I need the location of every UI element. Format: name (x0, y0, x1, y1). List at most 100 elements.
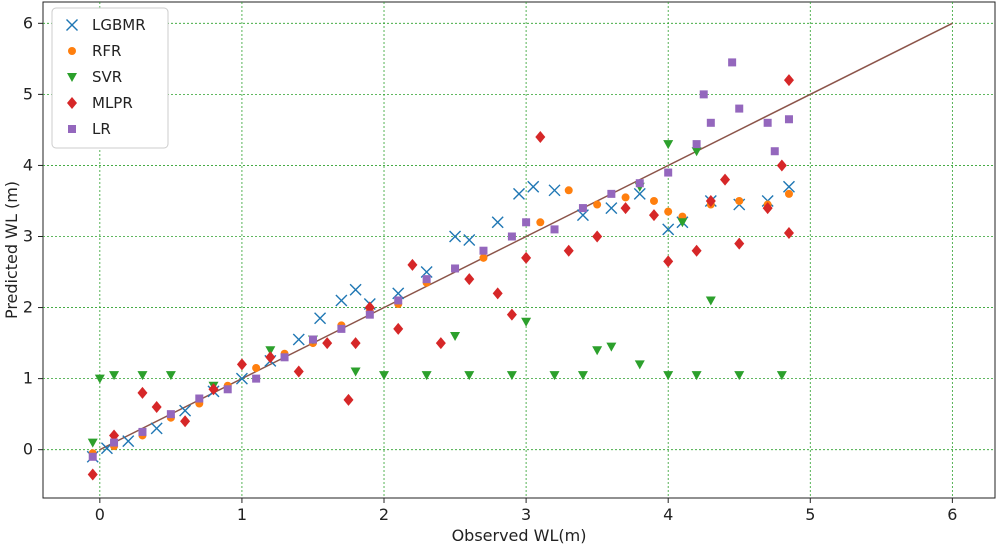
y-axis-label: Predicted WL (m) (2, 181, 21, 319)
data-point-svr (606, 342, 617, 352)
data-point-lgbmr (527, 180, 540, 193)
data-point-lgbmr (463, 234, 476, 247)
data-point-mlpr (648, 209, 659, 222)
y-tick-label: 1 (23, 369, 33, 388)
legend-marker-rfr (68, 47, 76, 55)
x-axis-label: Observed WL(m) (452, 526, 587, 545)
plot-area (42, 1, 996, 499)
data-point-svr (137, 371, 148, 381)
legend: LGBMR RFR SVR MLPR LR (51, 7, 169, 149)
data-point-mlpr (407, 258, 418, 271)
legend-box (51, 7, 169, 149)
data-points (86, 58, 795, 481)
y-tick-label: 2 (23, 298, 33, 317)
data-point-svr (691, 147, 702, 157)
data-point-lr (138, 427, 147, 436)
data-point-lr (451, 264, 460, 273)
data-point-lr (394, 296, 403, 305)
data-point-mlpr (435, 337, 446, 350)
data-point-lr (728, 58, 737, 67)
legend-marker-lr (68, 125, 76, 133)
data-point-mlpr (762, 202, 773, 215)
data-point-lr (252, 374, 261, 383)
data-point-rfr (536, 218, 545, 227)
data-point-lgbmr (449, 230, 462, 243)
data-point-mlpr (734, 237, 745, 250)
data-point-lgbmr (314, 312, 327, 325)
data-point-mlpr (720, 173, 731, 186)
series-lr (88, 58, 793, 461)
series-mlpr (87, 74, 794, 481)
data-point-lr (770, 147, 779, 156)
data-point-mlpr (208, 383, 219, 396)
data-point-rfr (649, 196, 658, 205)
series-lgbmr (86, 180, 795, 463)
data-point-rfr (564, 186, 573, 195)
data-point-lgbmr (179, 404, 192, 417)
data-point-mlpr (705, 194, 716, 207)
data-point-svr (663, 371, 674, 381)
data-point-lr (365, 310, 374, 319)
y-axis-ticks: 0 1 2 3 4 5 6 (23, 13, 43, 459)
data-point-lr (550, 225, 559, 234)
data-point-lr (635, 179, 644, 188)
data-point-lr (110, 438, 119, 447)
data-point-lr (308, 335, 317, 344)
data-point-rfr (593, 200, 602, 209)
data-point-lr (784, 115, 793, 124)
data-point-mlpr (293, 365, 304, 378)
data-point-svr (421, 371, 432, 381)
x-tick-label: 6 (947, 505, 957, 524)
grid-lines (43, 2, 995, 498)
data-point-rfr (735, 196, 744, 205)
data-point-lr (578, 204, 587, 213)
data-point-lr (223, 385, 232, 394)
legend-marker-lgbmr (66, 19, 78, 31)
y-tick-label: 5 (23, 84, 33, 103)
data-point-mlpr (535, 131, 546, 144)
legend-marker-mlpr (67, 97, 77, 109)
legend-label-lgbmr: LGBMR (92, 16, 146, 34)
data-point-lgbmr (782, 180, 795, 193)
data-point-lgbmr (513, 187, 525, 200)
data-point-lr (522, 218, 531, 227)
data-point-mlpr (592, 230, 603, 243)
data-point-mlpr (663, 255, 674, 268)
data-point-svr (776, 371, 787, 381)
data-point-mlpr (492, 287, 503, 300)
x-tick-label: 3 (521, 505, 531, 524)
legend-label-rfr: RFR (92, 42, 121, 60)
data-point-mlpr (151, 401, 162, 414)
data-point-lgbmr (122, 435, 135, 448)
x-axis-ticks: 0 1 2 3 4 5 6 (95, 498, 957, 524)
data-point-mlpr (236, 358, 247, 371)
data-point-lgbmr (633, 187, 646, 200)
data-point-mlpr (393, 322, 404, 335)
data-point-lr (195, 394, 204, 403)
data-point-svr (94, 374, 105, 384)
data-point-mlpr (137, 386, 148, 399)
y-tick-label: 6 (23, 13, 33, 32)
data-point-lr (735, 104, 744, 113)
data-point-lr (166, 410, 175, 419)
data-point-lgbmr (335, 294, 348, 307)
y-tick-label: 0 (23, 440, 33, 459)
data-point-mlpr (783, 74, 794, 87)
data-point-svr (464, 371, 475, 381)
data-point-lgbmr (150, 422, 163, 435)
data-point-rfr (664, 207, 673, 216)
data-point-mlpr (265, 351, 276, 364)
data-point-svr (165, 371, 176, 381)
data-point-mlpr (364, 301, 375, 314)
series-svr (87, 140, 787, 448)
legend-label-mlpr: MLPR (92, 94, 133, 112)
data-point-svr (521, 317, 532, 327)
data-point-lr (479, 246, 488, 255)
data-point-rfr (784, 189, 793, 198)
legend-marker-svr (67, 73, 77, 82)
data-point-mlpr (343, 393, 354, 406)
data-point-lgbmr (605, 202, 618, 215)
data-point-svr (379, 371, 390, 381)
